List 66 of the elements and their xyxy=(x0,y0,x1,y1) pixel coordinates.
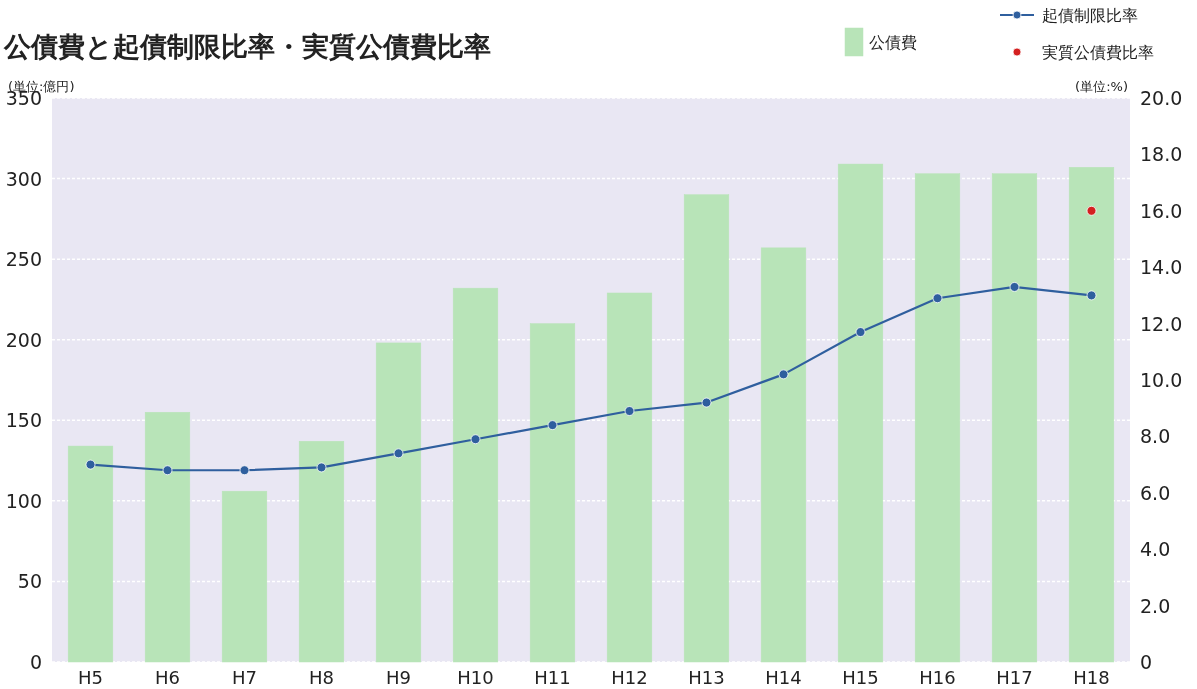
y2-axis-title: (単位:%) xyxy=(1075,79,1128,94)
y2-tick-label: 18.0 xyxy=(1140,143,1183,166)
point xyxy=(239,465,250,476)
bar xyxy=(67,445,114,663)
bar xyxy=(1068,167,1115,663)
x-tick-label: H8 xyxy=(309,667,334,688)
x-tick-label: H10 xyxy=(457,667,494,688)
point xyxy=(855,327,866,337)
bar xyxy=(760,247,807,663)
x-tick-label: H7 xyxy=(232,667,257,688)
y2-tick-label: 10.0 xyxy=(1140,369,1183,391)
point xyxy=(932,293,943,304)
x-tick-label: H18 xyxy=(1073,667,1110,688)
bar xyxy=(298,440,345,663)
y2-tick-label: 4.0 xyxy=(1140,538,1171,561)
y-tick-label: 250 xyxy=(5,248,42,271)
bar xyxy=(837,163,884,663)
point xyxy=(316,462,327,473)
x-tick-label: H6 xyxy=(155,667,180,688)
bar xyxy=(375,342,422,663)
legend-label: 起債制限比率 xyxy=(1042,6,1138,25)
y2-tick-label: 12.0 xyxy=(1140,312,1183,335)
bar xyxy=(452,287,499,663)
point xyxy=(393,448,404,459)
point xyxy=(1086,290,1097,301)
x-tick-label: H13 xyxy=(688,667,725,688)
y-tick-label: 300 xyxy=(5,167,42,190)
point xyxy=(162,465,173,476)
bar xyxy=(529,323,576,663)
y2-tick-label: 14.0 xyxy=(1140,256,1183,279)
y2-tick-label: 16.0 xyxy=(1140,199,1183,222)
legend-label: 実質公債費比率 xyxy=(1042,43,1154,62)
y2-tick-label: 8.0 xyxy=(1140,425,1171,448)
x-tick-label: H9 xyxy=(386,667,411,688)
bar xyxy=(144,411,191,663)
y-tick-label: 100 xyxy=(5,489,42,512)
x-tick-label: H11 xyxy=(534,667,571,688)
y2-tick-label: 2.0 xyxy=(1140,594,1171,617)
point xyxy=(1009,282,1020,292)
point xyxy=(778,369,789,380)
x-tick-label: H17 xyxy=(996,667,1033,688)
y-tick-label: 50 xyxy=(17,570,42,593)
point xyxy=(547,420,558,431)
x-tick-label: H16 xyxy=(919,667,956,688)
x-tick-label: H5 xyxy=(78,667,103,688)
point xyxy=(85,459,96,470)
point xyxy=(624,406,635,416)
point xyxy=(470,434,481,445)
legend-label: 公債費 xyxy=(869,33,917,52)
y-tick-label: 0 xyxy=(29,651,42,673)
bar xyxy=(914,173,961,663)
y-tick-label: 150 xyxy=(5,409,42,432)
bar xyxy=(991,173,1038,663)
bar xyxy=(606,292,653,663)
y2-tick-label: 6.0 xyxy=(1140,481,1171,504)
y-tick-label: 200 xyxy=(5,328,42,351)
chart-title: 公債費と起債制限比率・実質公債費比率 xyxy=(3,31,491,62)
point xyxy=(701,397,712,408)
y2-tick-label: 20.0 xyxy=(1140,87,1183,109)
point xyxy=(1086,205,1097,216)
x-tick-label: H14 xyxy=(765,667,802,688)
bar xyxy=(221,490,268,663)
x-tick-label: H15 xyxy=(842,667,879,688)
x-tick-label: H12 xyxy=(611,667,648,688)
y2-tick-label: 0 xyxy=(1140,651,1153,673)
bar xyxy=(683,194,730,663)
